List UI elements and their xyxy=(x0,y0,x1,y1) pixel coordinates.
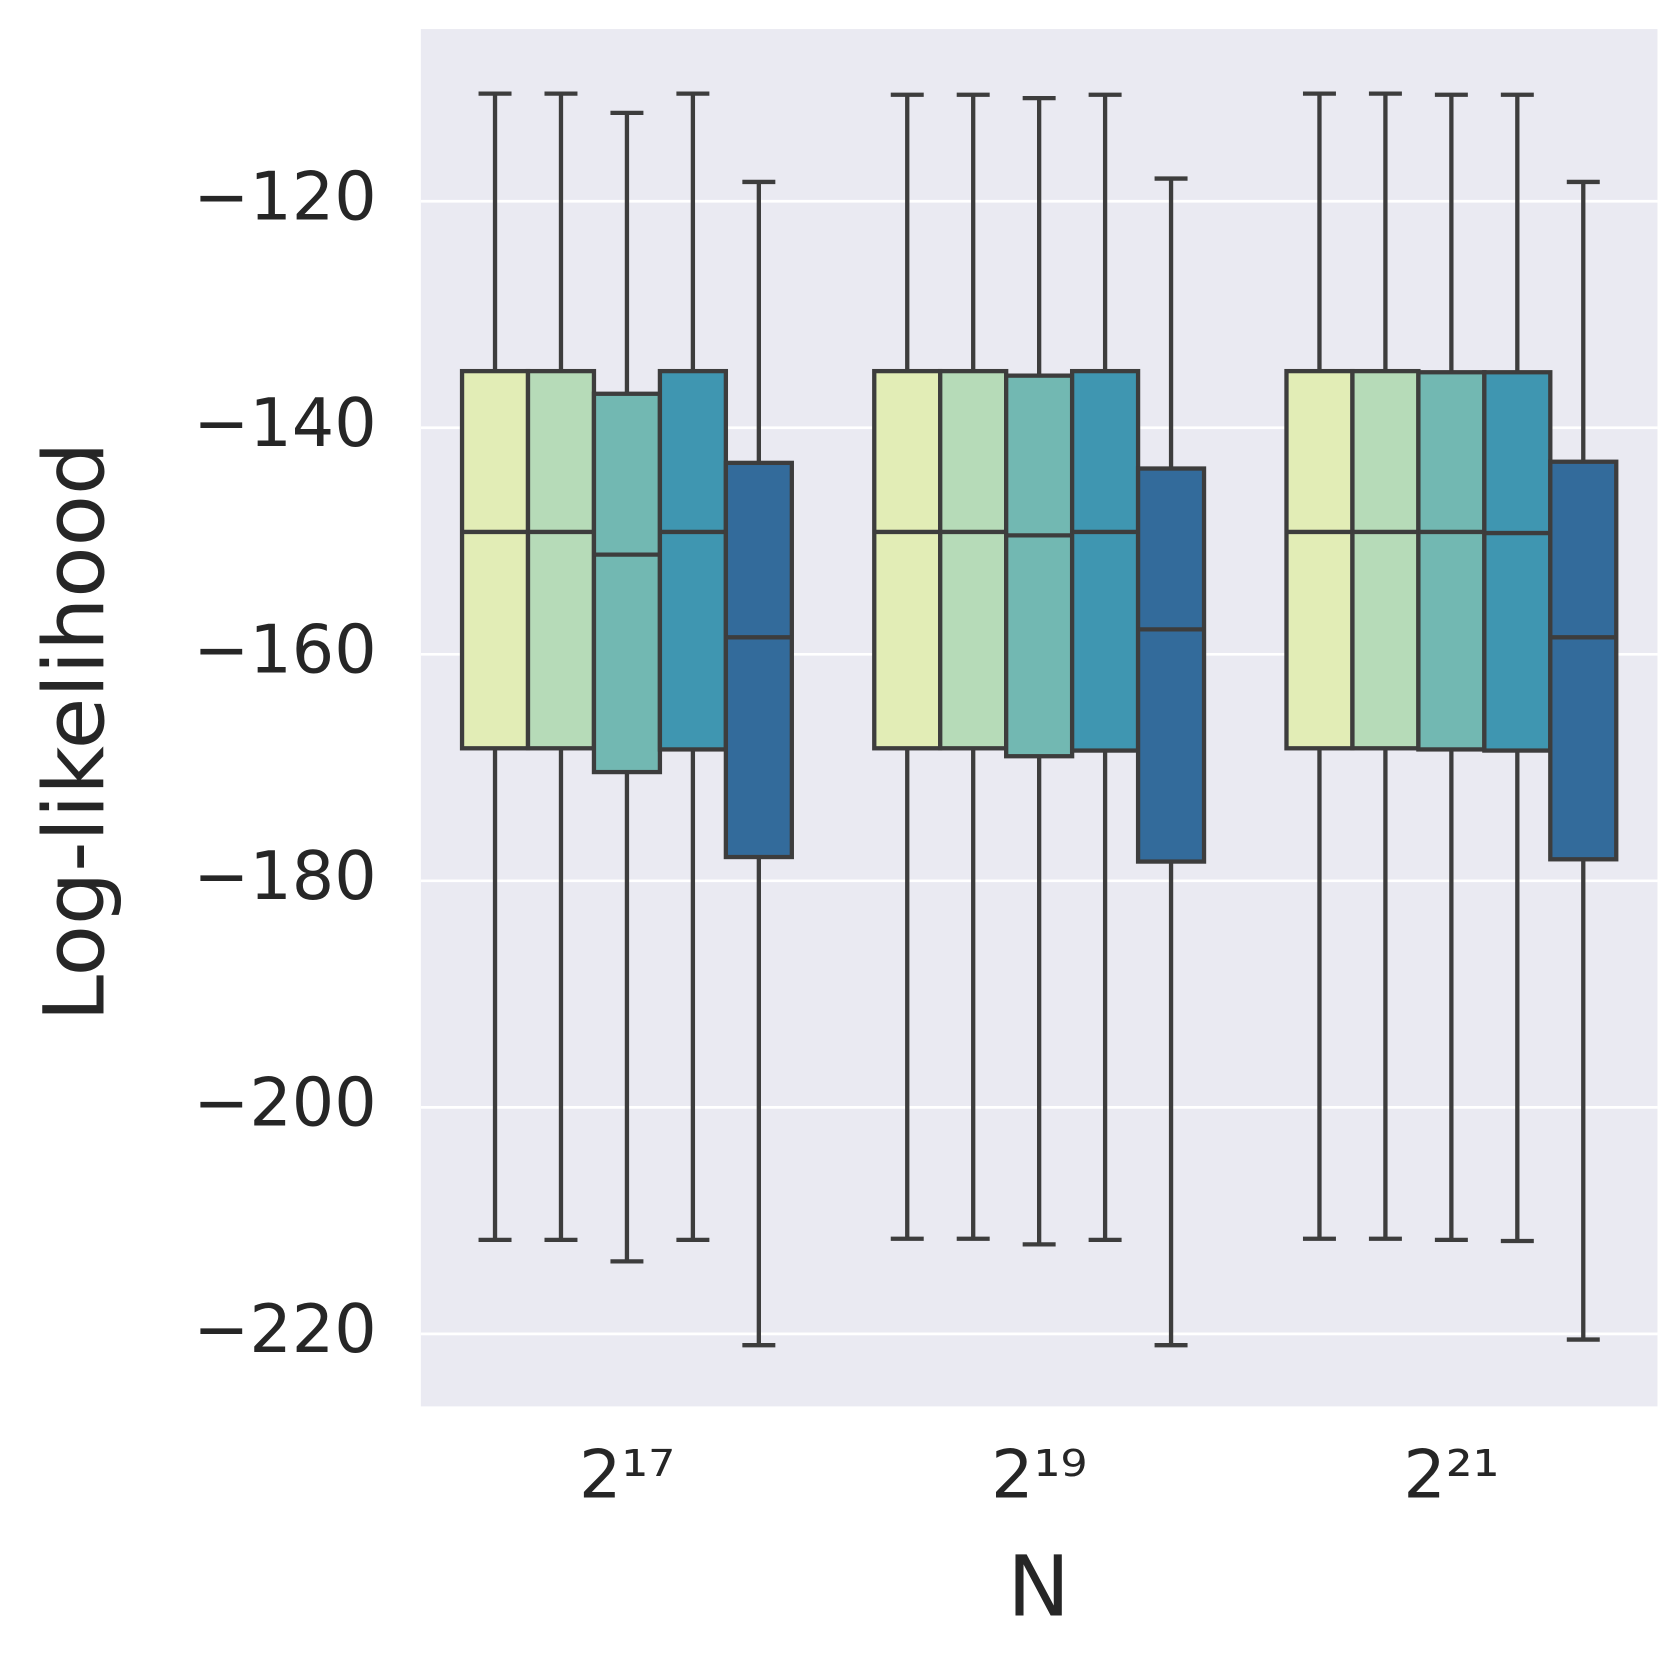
x-tick-label: 2¹⁷ xyxy=(579,1436,675,1514)
box xyxy=(1284,368,1355,751)
box xyxy=(1135,466,1207,864)
y-tick-label: −220 xyxy=(193,1290,376,1368)
box xyxy=(1004,373,1075,759)
box xyxy=(1069,368,1141,753)
y-tick-label: −120 xyxy=(193,157,376,235)
x-tick-label: 2²¹ xyxy=(1403,1436,1499,1514)
box xyxy=(657,368,729,752)
y-tick-label: −160 xyxy=(193,610,376,688)
x-axis-label: N xyxy=(1007,1537,1070,1635)
box xyxy=(525,368,597,751)
box xyxy=(1416,370,1487,752)
y-tick-label: −140 xyxy=(193,384,376,462)
y-tick-label: −200 xyxy=(193,1063,376,1141)
box xyxy=(459,368,531,751)
y-axis-label: Log-likelihood xyxy=(26,442,124,1022)
box xyxy=(591,391,663,775)
x-tick-label: 2¹⁹ xyxy=(991,1436,1087,1514)
box xyxy=(872,368,943,751)
box xyxy=(1548,459,1619,862)
box xyxy=(1482,370,1553,753)
box xyxy=(723,460,794,860)
box xyxy=(938,368,1009,751)
y-tick-label: −180 xyxy=(193,837,376,915)
box xyxy=(1350,368,1421,751)
